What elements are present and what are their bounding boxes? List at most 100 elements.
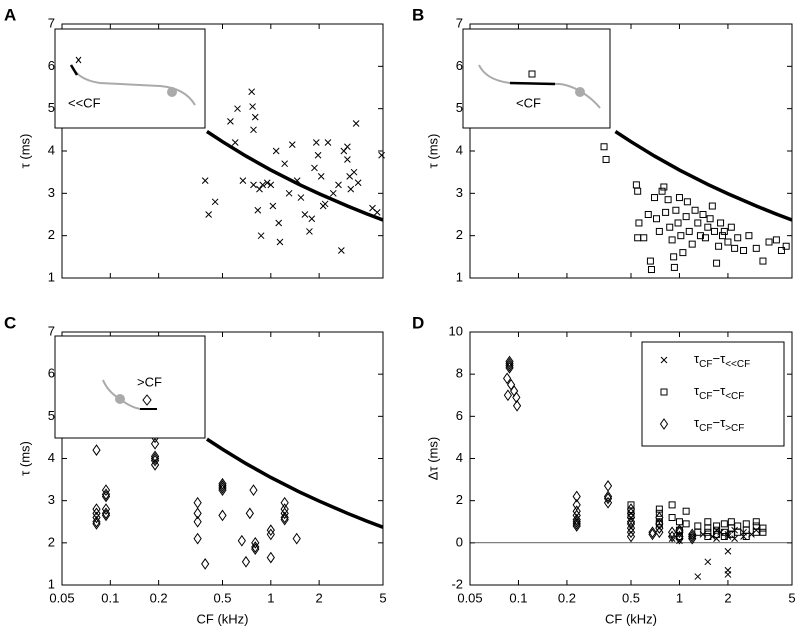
point (201, 558, 210, 570)
inset-b: <CF (462, 28, 611, 129)
y-tick-label: 0 (456, 534, 463, 549)
legend-label: τCF−τ<<CF (694, 351, 750, 369)
y-tick-label: 8 (456, 366, 463, 381)
point (354, 179, 362, 187)
y-tick-label: 7 (456, 15, 463, 30)
axes-box (469, 331, 793, 586)
point (150, 452, 160, 465)
legend-marker (660, 388, 668, 396)
point (704, 524, 712, 532)
point (502, 372, 512, 385)
point (193, 507, 202, 520)
y-tick-label: 4 (456, 450, 463, 465)
point (92, 444, 101, 456)
y-tick-label: 1 (48, 269, 55, 284)
point (635, 219, 643, 227)
y-tick-label: 1 (48, 576, 55, 591)
point (655, 517, 664, 530)
point (281, 160, 289, 168)
point (727, 223, 735, 231)
point (668, 501, 676, 509)
point (600, 143, 608, 151)
point (257, 232, 265, 240)
point (251, 536, 260, 549)
y-tick-label: 4 (456, 142, 463, 157)
point (701, 234, 709, 242)
point (350, 168, 358, 176)
point (666, 223, 674, 231)
segment (509, 81, 556, 86)
inset-box (54, 28, 206, 129)
point (314, 151, 322, 159)
point (717, 219, 725, 227)
point (759, 524, 767, 532)
point (688, 528, 697, 541)
point (724, 238, 732, 246)
point (655, 509, 663, 517)
point (704, 558, 712, 566)
point (201, 177, 209, 184)
point (344, 143, 351, 151)
point (667, 530, 677, 543)
point (694, 573, 702, 580)
point (664, 196, 672, 204)
point (237, 534, 246, 547)
point (308, 215, 316, 223)
y-tick-label: 1 (456, 269, 463, 284)
point (682, 507, 690, 515)
point (266, 528, 275, 541)
point (718, 232, 726, 240)
point (276, 238, 284, 246)
legend-label: τCF−τ<CF (694, 383, 744, 401)
y-axis-label: τ (ms) (17, 441, 32, 476)
point (193, 532, 202, 545)
point (256, 185, 263, 193)
point (373, 209, 381, 216)
point (324, 139, 332, 146)
point (651, 194, 659, 202)
point (742, 533, 750, 541)
point (92, 511, 101, 524)
panel-label: A (4, 5, 16, 24)
point (344, 156, 351, 163)
point (724, 571, 732, 578)
point (652, 215, 660, 223)
point (713, 526, 721, 534)
point (675, 526, 684, 539)
point (704, 528, 712, 536)
point (655, 227, 663, 235)
point (713, 522, 721, 530)
site-marker (142, 394, 152, 406)
point (101, 509, 111, 522)
point (626, 530, 636, 543)
point (675, 524, 684, 537)
point (731, 244, 739, 252)
point (352, 120, 360, 127)
point (660, 183, 668, 191)
y-tick-label: 6 (456, 408, 463, 423)
point (505, 357, 514, 370)
point (662, 208, 670, 216)
point (670, 263, 678, 271)
x-tick-label: 0.2 (150, 590, 168, 605)
legend-box (641, 341, 785, 447)
panel: 1 2 3 4 5 6 7 Aτ (ms) (4, 5, 385, 284)
point (648, 526, 657, 539)
axes-box (61, 23, 384, 279)
point (655, 526, 664, 539)
point (505, 359, 514, 372)
inset-c: >CF (54, 335, 206, 439)
point (251, 113, 259, 121)
point (254, 206, 262, 214)
point (682, 520, 690, 528)
point (626, 503, 636, 515)
y-tick-label: 6 (456, 58, 463, 73)
point (572, 515, 581, 528)
point (634, 187, 642, 195)
point (259, 181, 267, 189)
point (150, 454, 160, 467)
x-tick-label: 2 (316, 590, 323, 605)
point (250, 181, 257, 189)
point (646, 257, 654, 265)
y-axis-label: τ (ms) (17, 134, 32, 169)
